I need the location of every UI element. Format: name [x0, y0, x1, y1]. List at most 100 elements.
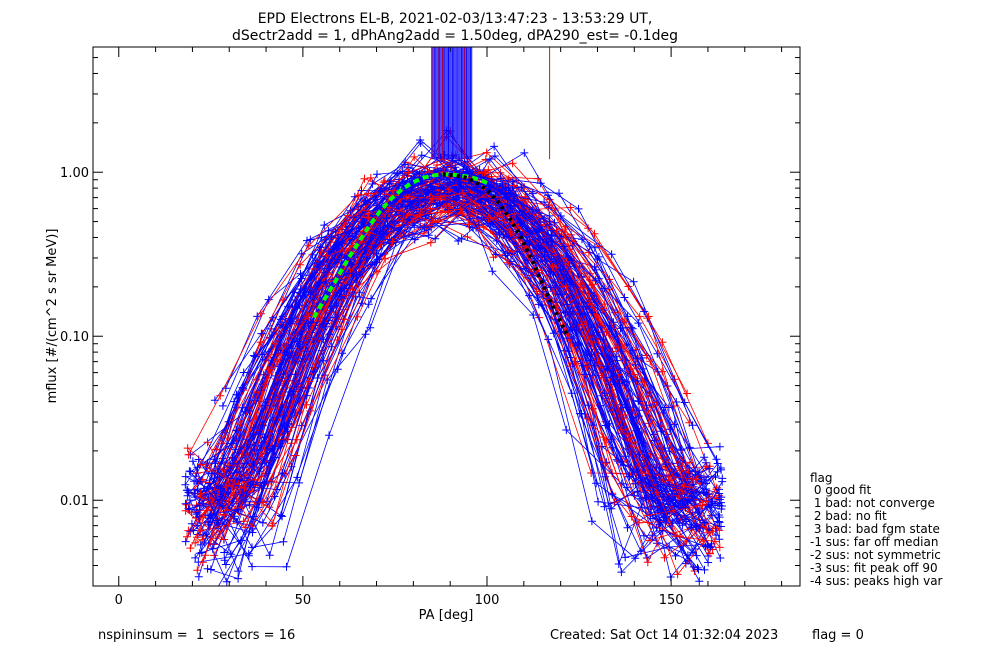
flux-point-marker — [203, 438, 212, 447]
flux-point-marker — [695, 577, 704, 586]
y-tick-label: 0.10 — [60, 330, 89, 345]
flux-point-marker — [708, 527, 717, 536]
flux-point-marker — [715, 495, 724, 504]
flux-point-marker — [638, 503, 646, 512]
flux-point-marker — [271, 453, 279, 462]
flux-point-marker — [592, 479, 601, 488]
flux-point-marker — [715, 535, 724, 544]
flux-point-marker — [594, 497, 603, 506]
flux-point-marker — [631, 360, 640, 369]
flux-point-marker — [292, 435, 301, 444]
flux-point-marker — [705, 549, 714, 558]
flux-point-marker — [284, 419, 293, 428]
flux-point-marker — [621, 411, 630, 419]
flux-point-marker — [608, 490, 617, 499]
flux-point-marker — [697, 473, 705, 482]
flux-point-marker — [353, 202, 362, 211]
flux-point-marker — [496, 174, 505, 183]
flux-point-marker — [640, 378, 648, 387]
flux-point-marker — [562, 282, 570, 291]
y-tick-label: 1.00 — [60, 166, 89, 181]
footer-flag: flag = 0 — [812, 628, 864, 643]
flux-point-marker — [388, 237, 397, 246]
flux-point-marker — [490, 142, 499, 151]
flux-point-marker — [699, 522, 708, 531]
flux-point-marker — [236, 420, 245, 429]
flux-point-marker — [540, 252, 549, 261]
flux-point-marker — [704, 558, 713, 567]
flux-trace — [202, 195, 703, 518]
flux-point-marker — [417, 151, 426, 160]
flux-point-marker — [390, 217, 399, 226]
flux-point-marker — [463, 233, 472, 241]
flux-point-marker — [194, 572, 203, 581]
x-tick-label: 100 — [475, 593, 500, 608]
flux-point-marker — [383, 221, 392, 230]
flux-point-marker — [234, 574, 243, 583]
flux-point-marker — [634, 319, 643, 328]
flux-point-marker — [534, 225, 543, 233]
legend-entry-not-converge: 1 bad: not converge — [810, 496, 935, 510]
flux-point-marker — [218, 401, 227, 410]
flux-point-marker — [668, 519, 677, 527]
flux-point-marker — [617, 425, 626, 434]
flux-point-marker — [256, 309, 265, 318]
flux-point-marker — [688, 421, 697, 430]
footer-created: Created: Sat Oct 14 01:32:04 2023 — [550, 628, 778, 643]
flux-point-marker — [305, 377, 314, 386]
flux-point-marker — [428, 195, 437, 203]
flux-point-marker — [710, 537, 719, 546]
flux-point-marker — [319, 320, 328, 329]
flux-point-marker — [181, 506, 190, 515]
flux-point-marker — [711, 472, 720, 481]
flux-point-marker — [717, 465, 726, 474]
flux-point-marker — [476, 198, 485, 207]
flux-point-marker — [341, 247, 350, 255]
flux-point-marker — [210, 455, 219, 464]
flux-point-marker — [620, 293, 629, 302]
flux-point-marker — [251, 352, 259, 361]
flux-point-marker — [509, 177, 517, 186]
flux-point-marker — [673, 570, 682, 579]
flux-point-marker — [633, 376, 642, 385]
flux-point-marker — [186, 544, 195, 553]
legend-entry-bad-fgm-state: 3 bad: bad fgm state — [810, 522, 940, 536]
flux-point-marker — [313, 374, 322, 382]
flux-point-marker — [629, 277, 638, 286]
flux-point-marker — [431, 234, 440, 243]
flux-point-marker — [692, 475, 701, 484]
flux-point-marker — [278, 512, 287, 521]
flux-point-marker — [196, 540, 205, 549]
flux-point-marker — [618, 323, 627, 332]
flux-point-marker — [193, 508, 202, 517]
flux-point-marker — [623, 312, 632, 321]
flux-point-marker — [544, 335, 553, 344]
flux-point-marker — [602, 435, 611, 444]
flux-point-marker — [564, 253, 573, 262]
flux-point-marker — [642, 493, 651, 502]
flux-point-marker — [683, 551, 692, 560]
flux-point-marker — [296, 260, 305, 269]
flux-point-marker — [293, 337, 302, 346]
flux-point-marker — [347, 269, 356, 278]
y-axis-label: mflux [#/(cm^2 s sr MeV)] — [45, 229, 60, 404]
flux-point-marker — [295, 301, 304, 310]
flux-point-marker — [199, 499, 207, 508]
flux-point-marker — [601, 459, 610, 468]
flux-point-marker — [589, 421, 597, 430]
flux-point-marker — [600, 389, 609, 398]
flux-point-marker — [248, 543, 256, 552]
flux-point-marker — [391, 238, 400, 247]
flux-point-marker — [683, 389, 692, 398]
flux-point-marker — [702, 458, 710, 467]
flux-point-marker — [701, 476, 710, 484]
flux-point-marker — [181, 537, 190, 546]
flux-point-marker — [352, 271, 361, 279]
x-tick-label: 150 — [659, 593, 684, 608]
flux-point-marker — [371, 195, 380, 204]
flux-point-marker — [598, 304, 607, 313]
flux-point-marker — [717, 522, 725, 531]
flux-point-marker — [607, 250, 616, 259]
flux-point-marker — [258, 518, 267, 527]
flux-point-marker — [197, 548, 206, 557]
